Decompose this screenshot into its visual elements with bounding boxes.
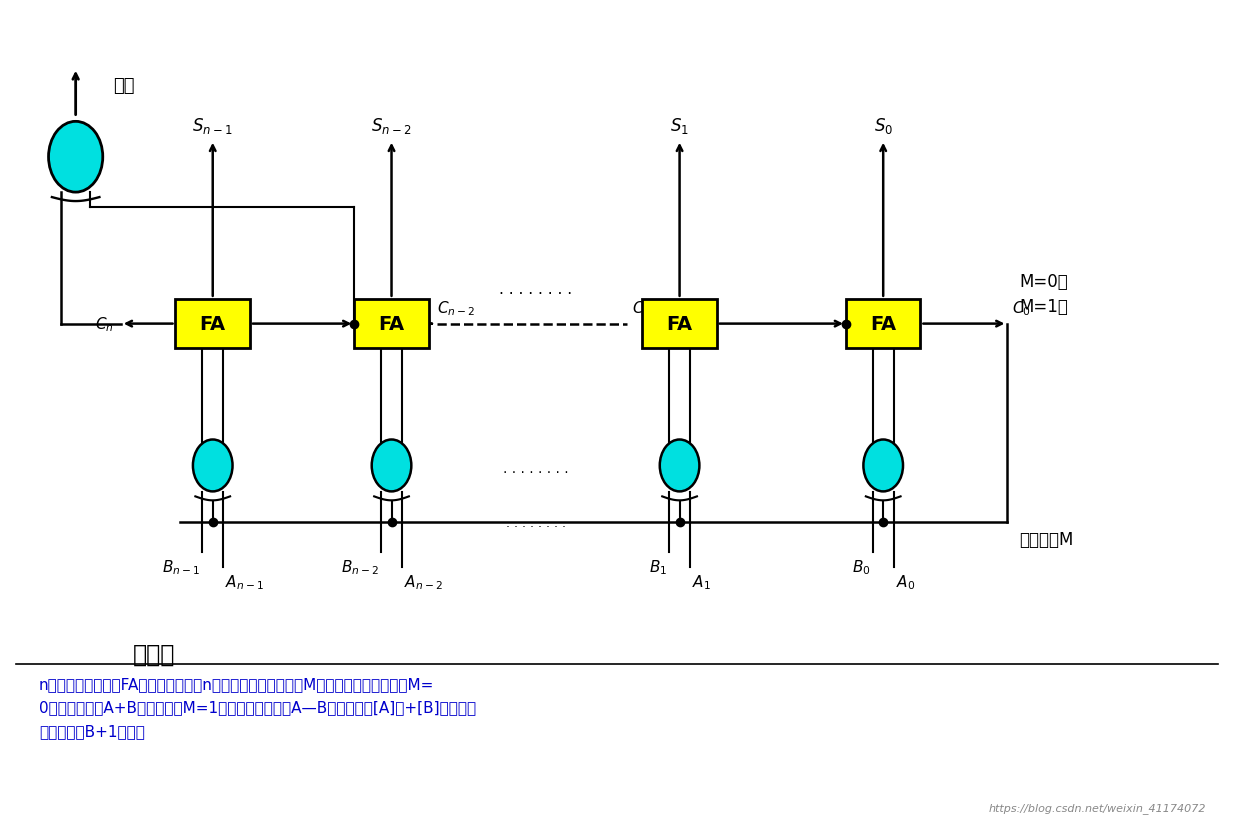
Text: $B_1$: $B_1$ <box>649 557 668 576</box>
Text: 方式控制M: 方式控制M <box>1019 531 1074 549</box>
Text: $S_0$: $S_0$ <box>874 116 892 136</box>
Text: FA: FA <box>379 315 405 334</box>
Text: $C_{n-2}$: $C_{n-2}$ <box>437 299 475 317</box>
Ellipse shape <box>193 440 232 492</box>
Text: $C_1$: $C_1$ <box>851 299 869 317</box>
Text: M=0加
M=1减: M=0加 M=1减 <box>1019 273 1069 316</box>
Text: $S_{n-2}$: $S_{n-2}$ <box>371 116 412 136</box>
Text: FA: FA <box>870 315 896 334</box>
Bar <box>354 300 428 349</box>
Ellipse shape <box>48 123 102 193</box>
Text: $C_{n-1}$: $C_{n-1}$ <box>359 332 397 351</box>
Text: $B_0$: $B_0$ <box>853 557 871 576</box>
Text: $C_0$: $C_0$ <box>1012 299 1032 317</box>
Ellipse shape <box>660 440 700 492</box>
Text: FA: FA <box>200 315 226 334</box>
Text: $A_0$: $A_0$ <box>896 572 914 591</box>
Text: . . . . . . . .: . . . . . . . . <box>506 516 565 529</box>
Text: 溢出: 溢出 <box>114 77 135 94</box>
Text: n个一位的全加器（FA）可级联成一个n位的行波进位加减器，M为方式控制输入线，当M=
0时，做加法（A+B）运算；当M=1时，做减法运算；A—B运算转化成[A]: n个一位的全加器（FA）可级联成一个n位的行波进位加减器，M为方式控制输入线，当… <box>39 676 476 738</box>
Text: FA: FA <box>666 315 692 334</box>
Text: $A_{n-2}$: $A_{n-2}$ <box>404 572 443 591</box>
Text: https://blog.csdn.net/weixin_41174072: https://blog.csdn.net/weixin_41174072 <box>988 802 1206 813</box>
Text: $S_{n-1}$: $S_{n-1}$ <box>193 116 233 136</box>
Text: 符号位: 符号位 <box>133 642 175 666</box>
Bar <box>643 300 717 349</box>
Bar <box>175 300 251 349</box>
Ellipse shape <box>864 440 903 492</box>
Bar <box>847 300 921 349</box>
Text: $S_1$: $S_1$ <box>670 116 689 136</box>
Text: $B_{n-1}$: $B_{n-1}$ <box>163 557 200 576</box>
Text: $A_1$: $A_1$ <box>692 572 711 591</box>
Text: . . . . . . . .: . . . . . . . . <box>499 282 573 297</box>
Ellipse shape <box>371 440 411 492</box>
Text: . . . . . . . .: . . . . . . . . <box>502 461 569 475</box>
Text: $C_2$: $C_2$ <box>632 299 650 317</box>
Text: $C_n$: $C_n$ <box>95 315 114 334</box>
Text: $B_{n-2}$: $B_{n-2}$ <box>341 557 379 576</box>
Text: $A_{n-1}$: $A_{n-1}$ <box>225 572 264 591</box>
